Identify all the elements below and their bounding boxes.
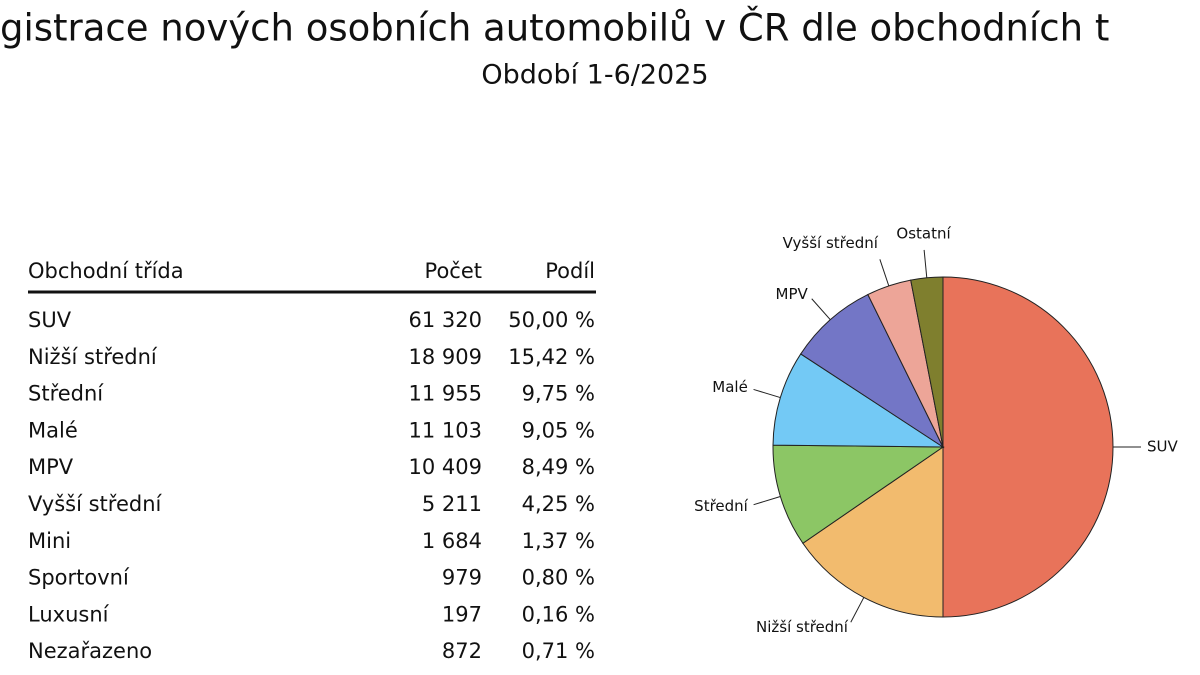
table-cell: 872 — [442, 639, 482, 663]
slice-label: SUV — [1147, 438, 1179, 456]
leader-line — [879, 259, 890, 287]
table-cell: Vyšší střední — [28, 492, 163, 516]
table-cell: 5 211 — [422, 492, 482, 516]
table-cell: 11 955 — [409, 382, 482, 406]
table-cell: Střední — [28, 382, 104, 406]
subtitle: Období 1-6/2025 — [481, 60, 708, 91]
column-header: Počet — [425, 259, 482, 283]
table-cell: Mini — [28, 529, 71, 553]
table-cell: Nezařazeno — [28, 639, 152, 663]
pie-slice — [942, 276, 1114, 618]
slice-label: Malé — [712, 378, 748, 396]
table-cell: 9,75 % — [522, 382, 595, 406]
table-cell: 4,25 % — [522, 492, 595, 516]
table-cell: 9,05 % — [522, 418, 595, 442]
pie-slice — [772, 353, 945, 448]
table-cell: Luxusní — [28, 602, 110, 626]
table-cell: SUV — [28, 308, 72, 332]
table-cell: 8,49 % — [522, 455, 595, 479]
table-cell: Malé — [28, 418, 78, 442]
slice-label: Vyšší střední — [783, 234, 879, 252]
table-cell: 197 — [442, 602, 482, 626]
slice-label: Ostatní — [896, 224, 951, 242]
leader-line — [753, 388, 781, 399]
slice-label: Nižší střední — [756, 618, 849, 636]
pie-slice — [800, 293, 945, 449]
table-cell: 15,42 % — [508, 345, 595, 369]
table-cell: 1,37 % — [522, 529, 595, 553]
column-header: Podíl — [545, 259, 595, 283]
title: gistrace nových osobních automobilů v ČR… — [0, 6, 1109, 50]
leader-line — [811, 298, 831, 321]
table-cell: 1 684 — [422, 529, 482, 553]
table-cell: Nižší střední — [28, 345, 158, 369]
table-cell: Sportovní — [28, 566, 130, 590]
table-cell: 50,00 % — [508, 308, 595, 332]
table-cell: 61 320 — [409, 308, 482, 332]
table-cell: MPV — [28, 455, 74, 479]
table-cell: 979 — [442, 566, 482, 590]
table-cell: 18 909 — [409, 345, 482, 369]
slice-label: Střední — [694, 497, 748, 515]
leader-line — [923, 249, 928, 278]
table-cell: 0,16 % — [522, 602, 595, 626]
table-cell: 10 409 — [409, 455, 482, 479]
slice-label: MPV — [776, 285, 809, 303]
table-cell: 0,71 % — [522, 639, 595, 663]
leader-line — [850, 597, 865, 623]
leader-line — [753, 496, 781, 506]
table-cell: 11 103 — [409, 418, 482, 442]
table-cell: 0,80 % — [522, 566, 595, 590]
column-header: Obchodní třída — [28, 259, 184, 283]
pie-slice — [910, 276, 944, 448]
